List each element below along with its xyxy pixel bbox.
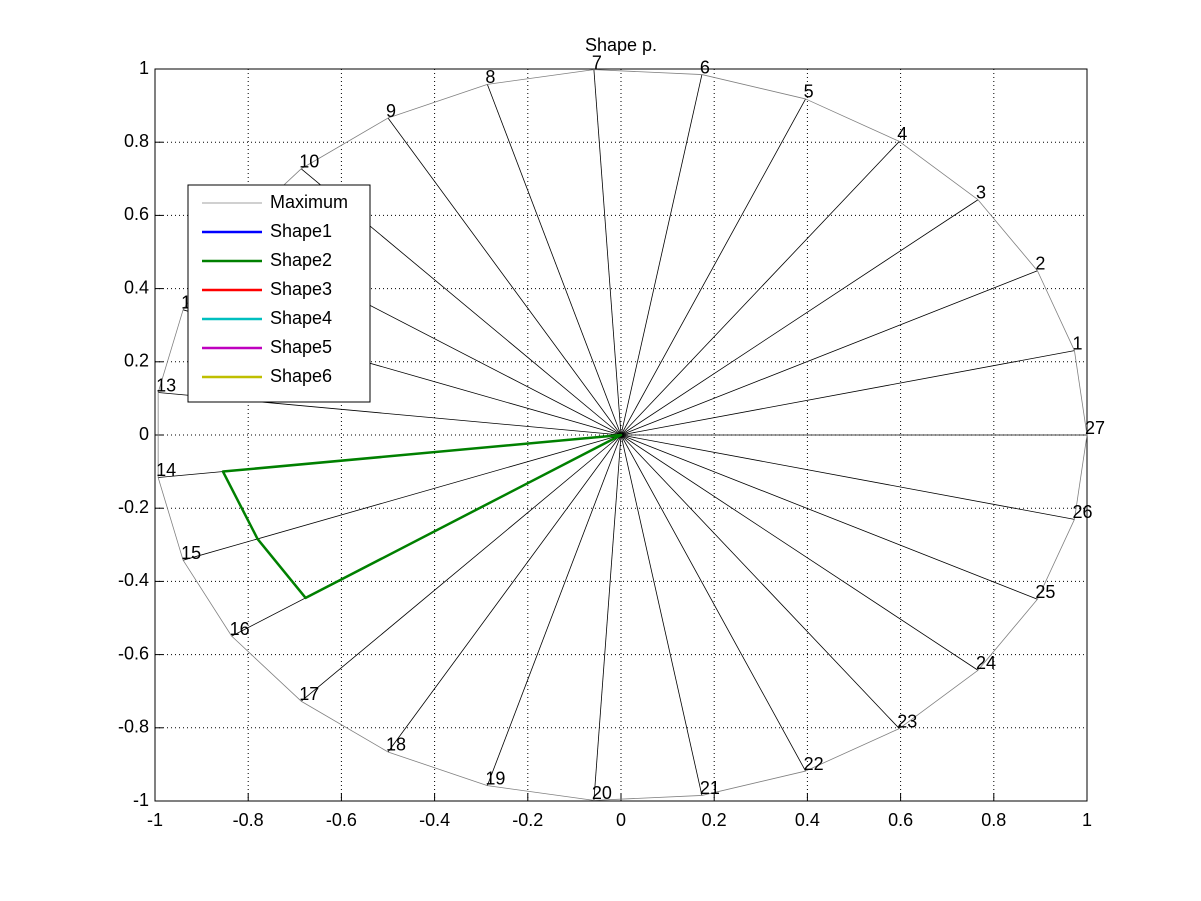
spoke-label: 3: [976, 182, 986, 202]
spoke-label: 9: [386, 101, 396, 121]
spoke: [593, 69, 622, 436]
x-tick-label: -0.6: [326, 810, 357, 830]
spoke-label: 25: [1035, 582, 1055, 602]
spoke-label: 5: [804, 82, 814, 102]
maximum-outline: [157, 69, 1088, 801]
legend-label: Shape4: [270, 308, 332, 328]
spoke-label: 2: [1035, 253, 1045, 273]
spoke-label: 26: [1072, 502, 1092, 522]
legend-label: Shape1: [270, 221, 332, 241]
spoke: [182, 434, 622, 561]
spoke: [620, 270, 1038, 436]
chart-title: Shape p.: [585, 35, 657, 55]
y-tick-label: -0.8: [118, 717, 149, 737]
x-tick-label: -1: [147, 810, 163, 830]
spoke-label: 8: [485, 67, 495, 87]
spoke: [300, 434, 622, 702]
x-tick-label: 1: [1082, 810, 1092, 830]
spoke: [620, 434, 979, 671]
spoke: [620, 434, 1075, 520]
legend-label: Shape5: [270, 337, 332, 357]
x-tick-label: 0.6: [888, 810, 913, 830]
spoke-label: 4: [897, 124, 907, 144]
spoke: [620, 434, 806, 772]
x-tick-label: 0.4: [795, 810, 820, 830]
spoke-label: 15: [181, 543, 201, 563]
spoke-label: 14: [156, 460, 176, 480]
spoke-label: 18: [386, 735, 406, 755]
y-tick-label: 0: [139, 424, 149, 444]
spoke-label: 6: [700, 57, 710, 77]
y-tick-label: 0.4: [124, 277, 149, 297]
spoke: [620, 350, 1075, 436]
y-tick-label: -1: [133, 790, 149, 810]
y-tick-label: -0.2: [118, 497, 149, 517]
spoke: [387, 434, 622, 753]
y-tick-label: -0.6: [118, 643, 149, 663]
y-tick-label: -0.4: [118, 570, 149, 590]
legend: Maximum Shape1 Shape2 Shape3 Shape4 Shape5 Sha…: [187, 184, 371, 403]
spoke-label: 21: [700, 778, 720, 798]
spoke: [620, 74, 703, 436]
spoke-label: 22: [804, 754, 824, 774]
x-tick-label: -0.2: [512, 810, 543, 830]
spoke-label: 20: [592, 783, 612, 803]
x-tick-label: -0.4: [419, 810, 450, 830]
spoke-label: 13: [156, 375, 176, 395]
y-tick-label: 0.6: [124, 204, 149, 224]
legend-label: Shape3: [270, 279, 332, 299]
legend-label: Maximum: [270, 192, 348, 212]
y-tick-label: 0.2: [124, 351, 149, 371]
x-tick-label: 0: [616, 810, 626, 830]
x-tick-label: 0.8: [981, 810, 1006, 830]
spoke-label: 10: [299, 152, 319, 172]
x-tick-label: 0.2: [702, 810, 727, 830]
spoke-label: 17: [299, 684, 319, 704]
spoke: [620, 434, 900, 729]
spoke: [486, 84, 622, 436]
spoke-label: 16: [230, 619, 250, 639]
legend-label: Shape6: [270, 366, 332, 386]
x-tick-label: -0.8: [233, 810, 264, 830]
y-tick-label: 1: [139, 58, 149, 78]
spoke-label: 27: [1085, 418, 1105, 438]
y-tick-label: 0.8: [124, 131, 149, 151]
shape-polygon: [221, 433, 623, 600]
spoke: [620, 199, 979, 436]
legend-box: [187, 184, 371, 403]
spoke: [486, 434, 622, 786]
spoke: [620, 434, 703, 796]
spoke: [620, 434, 1038, 600]
spoke-label: 7: [592, 52, 602, 72]
spoke: [593, 434, 622, 801]
spoke-label: 19: [485, 768, 505, 788]
spoke-label: 24: [976, 653, 996, 673]
legend-label: Shape2: [270, 250, 332, 270]
spoke: [620, 98, 806, 436]
spoke: [620, 141, 900, 436]
spoke-label: 1: [1072, 333, 1082, 353]
spoke: [387, 117, 622, 436]
spoke-label: 23: [897, 711, 917, 731]
